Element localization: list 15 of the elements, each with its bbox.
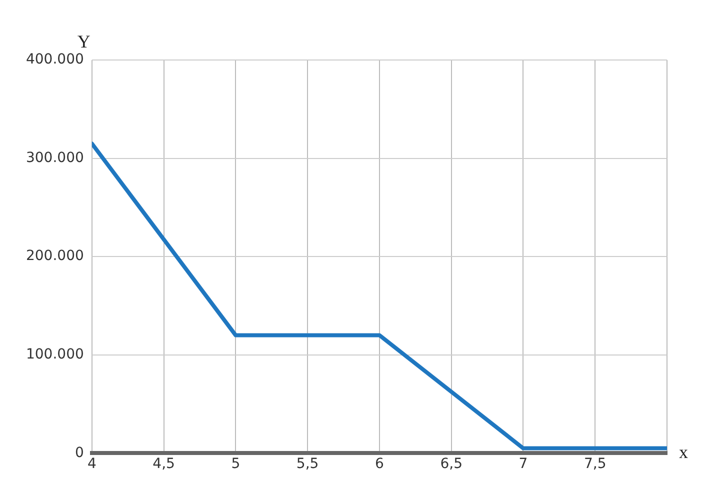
- y-tick-label: 300.000: [26, 150, 84, 166]
- x-axis-title: x: [679, 442, 688, 462]
- x-tick-label: 4,5: [152, 456, 175, 472]
- y-tick-label: 200.000: [26, 248, 84, 264]
- y-axis-title: Y: [77, 32, 90, 52]
- y-tick-label: 100.000: [26, 346, 84, 363]
- x-tick-label: 5: [231, 456, 240, 472]
- x-tick-label: 6: [374, 456, 384, 472]
- x-tick-label: 5,5: [296, 456, 319, 472]
- y-tick-label: 400.000: [26, 52, 84, 68]
- x-tick-label: 4: [87, 456, 96, 472]
- x-tick-label: 7: [518, 456, 528, 472]
- x-tick-label: 6,5: [440, 456, 462, 472]
- y-tick-label: 0: [74, 444, 84, 461]
- x-tick-label: 7,5: [584, 456, 606, 472]
